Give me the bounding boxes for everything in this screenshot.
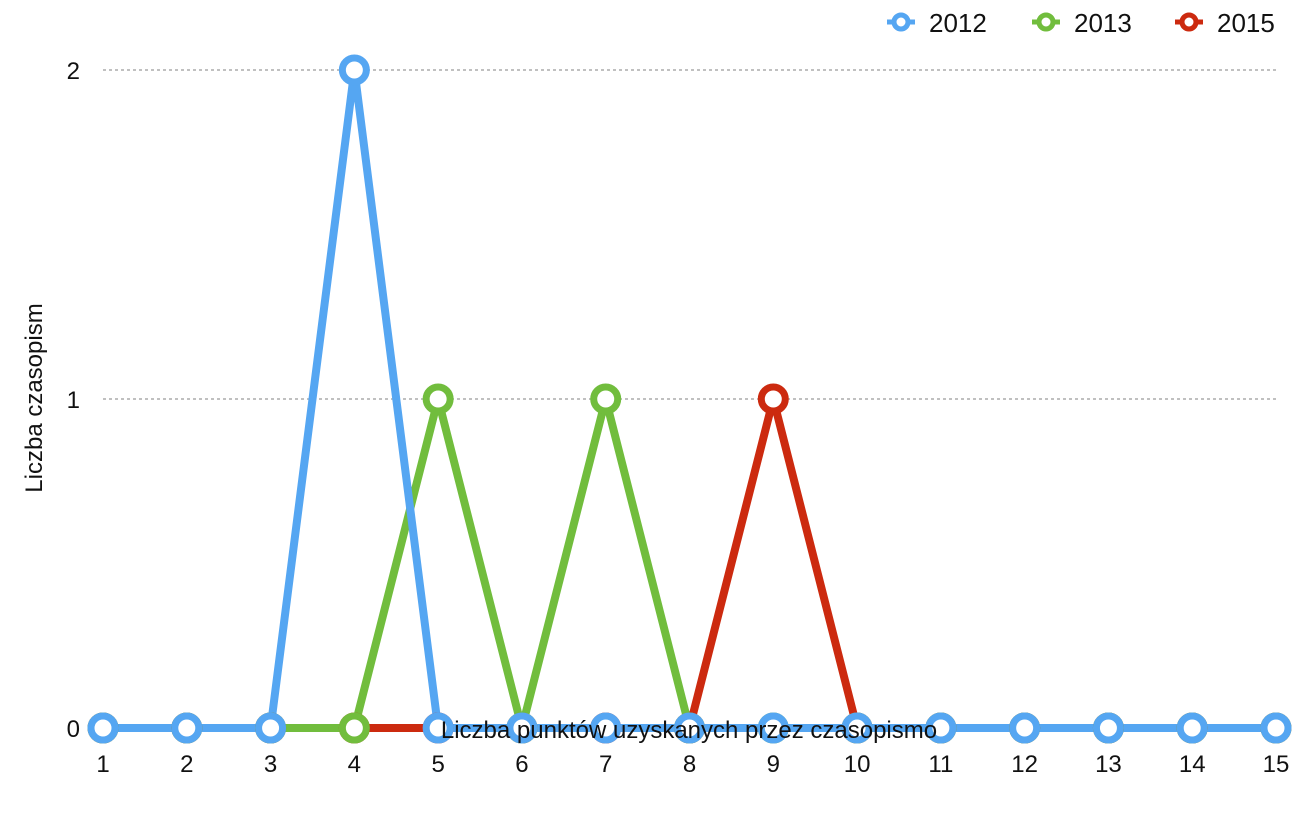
y-tick-label: 2 [67,58,80,85]
data-point-2012 [841,712,873,744]
legend: 2012 2013 2015 [887,8,1275,38]
x-tick-label: 3 [264,751,277,778]
x-tick-label: 6 [515,751,528,778]
legend-marker [891,12,911,32]
legend-marker [1179,12,1199,32]
gridlines [103,69,1276,400]
data-point-2012 [255,712,287,744]
x-tick-label: 5 [431,751,444,778]
data-point-2012 [1092,712,1124,744]
data-point-2012 [506,712,538,744]
series-points [87,54,1292,744]
data-point-2012 [757,712,789,744]
legend-label: 2015 [1217,8,1275,38]
data-point-2012 [590,712,622,744]
data-point-2012 [925,712,957,744]
data-point-2012 [87,712,119,744]
x-tick-label: 2 [180,751,193,778]
x-tick-label: 1 [96,751,109,778]
data-point-2012 [422,712,454,744]
legend-item-2015: 2015 [1175,8,1275,38]
data-point-2013 [590,383,622,415]
data-point-2012 [1009,712,1041,744]
y-axis-ticks: 0 1 2 [67,58,80,743]
y-tick-label: 1 [67,387,80,414]
x-axis-title: Liczba punktów uzyskanych przez czasopis… [441,717,937,744]
y-tick-label: 0 [67,716,80,743]
data-point-2013 [338,712,370,744]
x-tick-label: 4 [348,751,361,778]
x-tick-label: 12 [1011,751,1038,778]
data-point-2015 [757,383,789,415]
x-tick-label: 7 [599,751,612,778]
legend-item-2013: 2013 [1032,8,1132,38]
data-point-2012 [171,712,203,744]
data-point-2012 [674,712,705,744]
x-axis-ticks: 1 2 3 4 5 6 7 8 9 10 11 12 13 14 15 [96,751,1289,778]
data-point-2012 [1260,712,1292,744]
x-tick-label: 9 [767,751,780,778]
legend-item-2012: 2012 [887,8,987,38]
y-axis-title: Liczba czasopism [21,303,48,492]
x-tick-label: 10 [844,751,871,778]
legend-label: 2012 [929,8,987,38]
data-point-2012 [1176,712,1208,744]
x-tick-label: 11 [928,751,953,778]
data-point-2013 [422,383,454,415]
x-tick-label: 14 [1179,751,1206,778]
legend-label: 2013 [1074,8,1132,38]
x-tick-label: 13 [1095,751,1122,778]
legend-marker [1036,12,1056,32]
data-point-2012 [338,54,370,86]
x-tick-label: 8 [683,751,696,778]
x-tick-label: 15 [1263,751,1290,778]
